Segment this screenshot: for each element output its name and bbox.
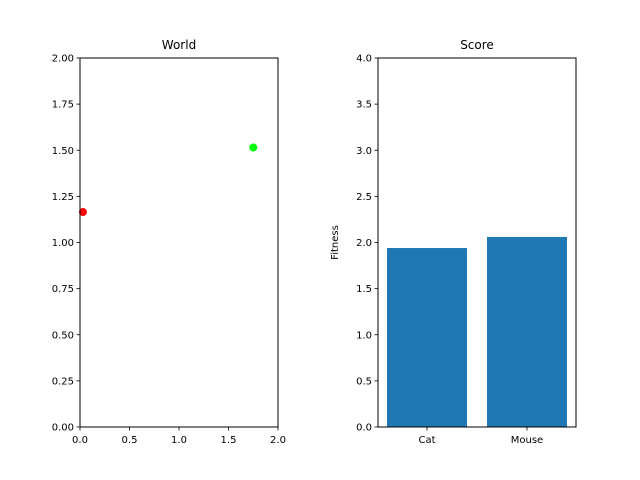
score-axes: Score Fitness 0.0 0.5 1.0 1.5 2.0 2.5 3.0 3.5 4.… [330, 38, 577, 446]
score-y-tick-label: 3.5 [356, 100, 372, 111]
world-x-tick-label: 1.5 [221, 435, 237, 446]
world-y-ticks: 0.00 0.25 0.50 0.75 1.00 1.25 1.50 1.75 2.00 [52, 54, 80, 434]
score-y-tick-label: 0.5 [356, 376, 372, 387]
world-x-tick-label: 1.0 [171, 435, 187, 446]
world-points [78, 143, 258, 217]
world-x-tick-label: 0.0 [72, 435, 88, 446]
score-bar-mouse [487, 236, 567, 427]
world-y-tick-label: 1.75 [52, 100, 74, 111]
score-y-tick-label: 3.0 [356, 146, 372, 157]
world-axes: World 0.00 0.25 0.50 0.75 1.00 1.25 1.50 1.75 2.… [52, 38, 286, 446]
score-title: Score [460, 38, 494, 52]
score-x-ticks: Cat Mouse [418, 427, 543, 446]
world-y-tick-label: 0.75 [52, 284, 74, 295]
world-x-ticks: 0.0 0.5 1.0 1.5 2.0 [72, 427, 286, 446]
score-y-tick-label: 4.0 [356, 54, 372, 65]
score-y-tick-label: 1.0 [356, 330, 372, 341]
score-frame [377, 57, 577, 428]
world-frame [79, 57, 279, 428]
world-x-tick-label: 0.5 [122, 435, 138, 446]
score-y-tick-label: 1.5 [356, 284, 372, 295]
score-y-ticks: 0.0 0.5 1.0 1.5 2.0 2.5 3.0 3.5 4.0 [356, 54, 378, 434]
world-y-tick-label: 1.00 [52, 238, 74, 249]
world-y-tick-label: 0.50 [52, 330, 74, 341]
score-bars [387, 236, 567, 427]
score-y-tick-label: 2.5 [356, 192, 372, 203]
world-y-tick-label: 1.50 [52, 146, 74, 157]
world-point-0 [78, 208, 87, 217]
score-x-tick-label: Cat [418, 435, 435, 446]
score-y-label: Fitness [330, 225, 341, 260]
score-y-tick-label: 2.0 [356, 238, 372, 249]
score-y-tick-label: 0.0 [356, 423, 372, 434]
score-bar-cat [387, 248, 467, 427]
world-x-tick-label: 2.0 [270, 435, 286, 446]
world-y-tick-label: 2.00 [52, 54, 74, 65]
world-point-1 [249, 143, 258, 152]
world-title: World [162, 38, 196, 52]
world-y-tick-label: 1.25 [52, 192, 74, 203]
score-x-tick-label: Mouse [511, 435, 543, 446]
world-y-tick-label: 0.00 [52, 423, 74, 434]
world-y-tick-label: 0.25 [52, 376, 74, 387]
